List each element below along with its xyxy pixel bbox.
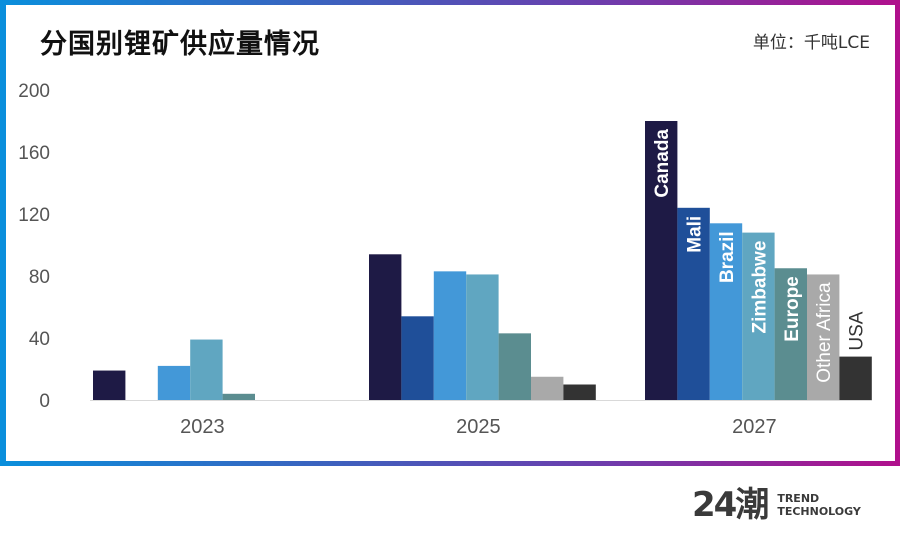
bar-brazil-2023	[157, 365, 191, 400]
unit-label: 单位：千吨LCE	[752, 33, 870, 53]
bar-usa-2027	[839, 356, 872, 400]
y-tick-label: 80	[29, 267, 50, 288]
y-tick-label: 120	[18, 205, 50, 226]
y-tick-label: 200	[18, 81, 50, 102]
logo-text: TREND TECHNOLOGY	[777, 492, 861, 518]
logo-text-line1: TREND	[777, 492, 820, 505]
bar-europe-2027	[774, 268, 807, 400]
bar-chart: 0 40 80 120 160 200 2023 2025 Canada Mali Brazil Zi…	[18, 81, 872, 438]
bar-other-africa-2027	[807, 274, 840, 400]
bar-canada-2027	[645, 121, 678, 400]
series-label-brazil: Brazil	[717, 231, 738, 283]
x-tick-label: 2027	[732, 416, 777, 438]
bar-brazil-2027	[709, 223, 743, 400]
series-label-mali: Mali	[685, 216, 706, 253]
series-label-usa: USA	[847, 311, 868, 350]
series-label-zimbabwe: Zimbabwe	[749, 241, 770, 334]
bar-mali-2025	[401, 316, 434, 400]
y-tick-label: 40	[29, 329, 50, 350]
chart-title: 分国别锂矿供应量情况	[40, 29, 320, 60]
bar-brazil-2025	[433, 271, 467, 400]
bar-mali-2027	[677, 207, 710, 400]
bar-zimbabwe-2027	[742, 232, 775, 400]
x-tick-label: 2025	[456, 416, 501, 438]
bar-other-africa-2025	[531, 376, 564, 400]
logo-mark: 24潮	[692, 485, 769, 525]
y-tick-label: 0	[39, 391, 50, 412]
bar-zimbabwe-2023	[190, 339, 223, 400]
series-label-other-africa: Other Africa	[814, 282, 835, 383]
bar-canada-2023	[93, 370, 126, 400]
series-label-canada: Canada	[652, 129, 673, 198]
brand-logo: 24潮 TREND TECHNOLOGY	[692, 483, 861, 527]
x-tick-label: 2023	[180, 416, 225, 438]
logo-text-line2: TECHNOLOGY	[777, 505, 861, 518]
series-label-europe: Europe	[782, 276, 803, 341]
y-tick-label: 160	[18, 143, 50, 164]
bar-canada-2025	[369, 254, 402, 400]
bar-zimbabwe-2025	[466, 274, 499, 400]
bar-europe-2025	[498, 333, 531, 400]
bar-usa-2025	[563, 384, 596, 400]
bar-europe-2023	[222, 393, 255, 400]
